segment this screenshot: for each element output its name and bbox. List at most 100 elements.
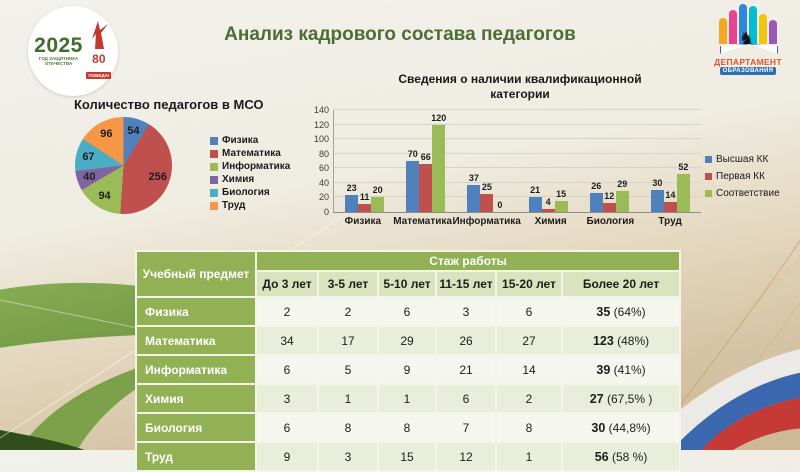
pie-legend-item: Химия [210,174,290,185]
table-row: Информатика 6 5 9 21 14 39 (41%) [135,354,682,385]
table-value-cell: 2 [495,383,563,414]
table-total-cell: 56 (58 %) [560,441,682,472]
pie-legend-item: Труд [210,200,290,211]
table-total-bold: 39 [596,362,611,377]
legend-label: Информатика [222,161,291,172]
pie-legend-item: Математика [210,148,290,159]
table-value-cell: 17 [317,325,379,356]
table-total-bold: 30 [591,420,606,435]
x-axis-category-label: Химия [534,216,567,227]
pie-legend-item: Физика [210,135,290,146]
bar-chart-legend: Высшая КК Первая КК Соответствие [705,154,780,199]
pie-slice-value: 94 [98,190,111,203]
flag-ribbon-red [701,397,800,450]
table-total-bold: 123 [592,333,614,348]
x-axis-category-label: Информатика [452,216,521,227]
y-axis-tick-label: 40 [318,177,329,188]
bar-group: 30 14 52 [640,110,701,212]
table-value-cell: 8 [377,412,437,443]
legend-color-swatch [705,156,712,163]
bar-chart-plot-area: 23 11 20 70 66 120 37 25 0 21 4 15 26 12 29 30 14 52 [333,109,701,213]
y-axis-tick-label: 140 [313,105,329,115]
y-axis-tick-label: 120 [313,119,329,130]
bar-chart-section: Сведения о наличии квалификационной кате… [305,68,797,238]
bar: 66 [419,152,433,212]
dept-logo-title: ДЕПАРТАМЕНТ [714,57,782,67]
legend-label: Физика [222,135,259,146]
logo-building-bars [719,4,777,44]
table-value-cell: 34 [255,325,319,356]
table-value-cell: 3 [255,383,319,414]
pie-slice-value: 54 [127,124,140,137]
bar-value-label: 23 [346,183,357,194]
flag-ribbon-blue [671,372,800,450]
table-value-cell: 14 [495,354,563,385]
victory-badge: 80 ПОБЕДА! [86,20,112,82]
legend-color-swatch [705,173,712,180]
table-total-bold: 56 [594,449,609,464]
bar-value-label: 15 [556,189,567,200]
bar-value-label: 30 [652,178,663,189]
gridline [334,123,701,125]
gridline [334,196,701,198]
bar-value-label: 66 [420,151,431,162]
legend-label: Соответствие [716,188,780,199]
building-bar [739,4,747,44]
bar: 29 [615,179,629,212]
x-axis-category-label: Физика [344,216,382,227]
bar-groups: 23 11 20 70 66 120 37 25 0 21 4 15 26 12 29 30 14 52 [334,110,701,212]
table-value-cell: 9 [377,354,437,385]
y-axis-tick-label: 0 [323,207,329,217]
green-swoosh-bottom [19,338,294,450]
bar-value-label: 14 [665,189,676,200]
pie-slice-value: 40 [83,170,96,183]
bar-chart-x-axis: Физика Математика Информатика Химия Биология… [333,216,700,227]
table-value-cell: 1 [377,383,437,414]
legend-label: Высшая КК [716,154,769,165]
table-row: Математика 34 17 29 26 27 123 (48%) [135,325,682,356]
pie-legend-item: Информатика [210,161,290,172]
bar: 12 [602,191,616,212]
legend-label: Биология [222,187,270,198]
y-axis-tick-label: 60 [318,163,329,174]
bar-legend-item: Соответствие [705,188,780,199]
legend-label: Труд [222,200,246,211]
table-value-cell: 9 [255,441,319,472]
bar: 30 [650,178,664,212]
bar: 20 [371,185,385,212]
pie-slice-value: 67 [82,151,95,164]
table-column-header: До 3 лет [255,270,319,298]
bar: 21 [528,185,542,212]
pie-chart [75,117,172,214]
table-value-cell: 3 [435,296,497,327]
table-value-cell: 6 [495,296,563,327]
table-value-cell: 8 [495,412,563,443]
legend-color-swatch [210,188,218,197]
bar: 37 [467,173,481,212]
legend-label: Первая КК [716,171,765,182]
bar: 120 [431,113,446,212]
table-value-cell: 1 [317,383,379,414]
motherland-statue-icon [91,20,108,49]
table-column-header: 5-10 лет [377,270,437,298]
table-value-cell: 5 [317,354,379,385]
table-total-cell: 123 (48%) [560,325,682,356]
table-total-cell: 27 (67,5% ) [560,383,682,414]
bar-value-label: 29 [617,178,628,189]
y-axis-tick-label: 100 [313,134,329,145]
table-row: Труд 9 3 15 12 1 56 (58 %) [135,441,682,472]
table-corner-header: Учебный предмет [135,250,257,298]
bar-chart-y-axis: 0 20 40 60 80 100 120 140 [305,105,331,217]
y-axis-tick-label: 20 [318,192,329,203]
gridline [334,138,701,140]
logo-subtitle-2: ОТЕЧЕСТВА [44,61,73,66]
table-total-bold: 35 [596,304,611,319]
gridline [334,167,701,169]
bar: 52 [676,162,690,212]
bar-value-label: 52 [678,162,689,173]
table-row: Физика 2 2 6 3 6 35 (64%) [135,296,682,327]
horse-icon: ♞ [739,29,755,48]
table-group-header: Стаж работы [254,250,682,272]
logo-subtitle-1: ГОД ЗАЩИТНИКА [38,56,79,61]
y-axis-tick-label: 80 [318,148,329,159]
